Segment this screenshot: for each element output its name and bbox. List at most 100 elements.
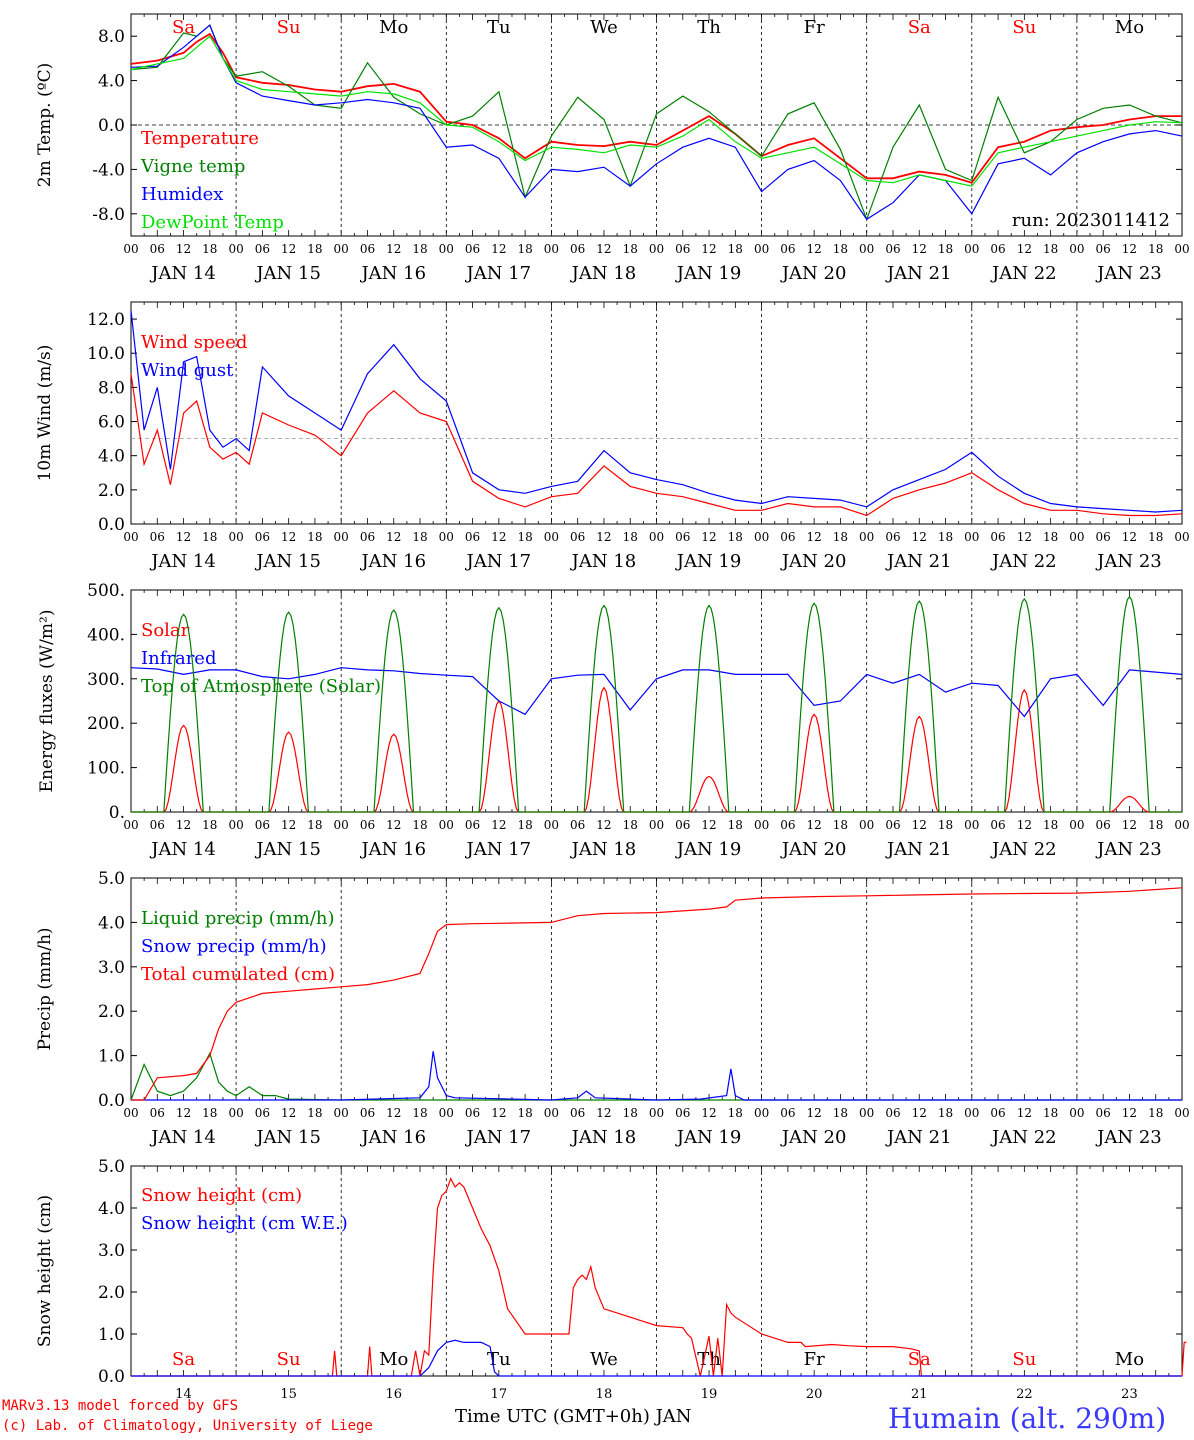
bottom-day-label: 14 bbox=[175, 1387, 192, 1402]
y-axis-title: Energy fluxes (W/m²) bbox=[37, 610, 57, 793]
day-label: JAN 15 bbox=[254, 263, 321, 284]
hour-tick-label: 06 bbox=[570, 1106, 585, 1120]
hour-tick-label: 00 bbox=[1174, 818, 1189, 832]
hour-tick-label: 12 bbox=[807, 242, 822, 256]
day-label: JAN 17 bbox=[465, 551, 532, 572]
hour-tick-label: 00 bbox=[1174, 530, 1189, 544]
day-label: JAN 21 bbox=[885, 551, 952, 572]
hour-tick-label: 06 bbox=[255, 242, 270, 256]
hour-tick-label: 00 bbox=[439, 1106, 454, 1120]
hour-tick-label: 00 bbox=[123, 1106, 138, 1120]
day-label: JAN 23 bbox=[1095, 263, 1162, 284]
bottom-day-label: 21 bbox=[911, 1387, 928, 1402]
hour-tick-label: 18 bbox=[517, 818, 532, 832]
hour-tick-label: 12 bbox=[281, 530, 296, 544]
day-label: JAN 14 bbox=[149, 551, 216, 572]
y-tick-label: 400. bbox=[87, 625, 125, 645]
hour-tick-label: 18 bbox=[1148, 818, 1163, 832]
hour-tick-label: 00 bbox=[123, 818, 138, 832]
y-tick-label: -8.0 bbox=[92, 205, 125, 225]
day-label: JAN 20 bbox=[780, 263, 847, 284]
weekday-label: We bbox=[590, 17, 618, 38]
hour-tick-label: 06 bbox=[1096, 530, 1111, 544]
day-label: JAN 23 bbox=[1095, 551, 1162, 572]
y-tick-label: 2.0 bbox=[98, 1002, 125, 1022]
series-line bbox=[131, 1051, 1182, 1101]
weekday-label: Su bbox=[277, 1349, 301, 1370]
y-tick-label: 2.0 bbox=[98, 481, 125, 501]
hour-tick-label: 18 bbox=[833, 242, 848, 256]
legend-entry: Infrared bbox=[141, 648, 216, 669]
copyright-text: (c) Lab. of Climatology, University of L… bbox=[2, 1418, 373, 1434]
hour-tick-label: 06 bbox=[990, 242, 1005, 256]
hour-tick-label: 18 bbox=[1148, 242, 1163, 256]
hour-tick-label: 18 bbox=[412, 530, 427, 544]
hour-tick-label: 00 bbox=[228, 818, 243, 832]
legend-entry: Top of Atmosphere (Solar) bbox=[141, 676, 381, 697]
weekday-label: Tu bbox=[487, 17, 511, 38]
hour-tick-label: 00 bbox=[334, 818, 349, 832]
y-tick-label: 8.0 bbox=[98, 27, 125, 47]
hour-tick-label: 06 bbox=[885, 530, 900, 544]
hour-tick-label: 18 bbox=[728, 818, 743, 832]
weekday-label: Mo bbox=[379, 17, 408, 38]
day-label: JAN 14 bbox=[149, 839, 216, 860]
y-tick-label: -4.0 bbox=[92, 160, 125, 180]
hour-tick-label: 12 bbox=[491, 1106, 506, 1120]
hour-tick-label: 12 bbox=[701, 530, 716, 544]
bottom-day-label: 23 bbox=[1121, 1387, 1138, 1402]
hour-tick-label: 12 bbox=[596, 818, 611, 832]
hour-tick-label: 18 bbox=[202, 818, 217, 832]
hour-tick-label: 06 bbox=[1096, 242, 1111, 256]
hour-tick-label: 06 bbox=[885, 242, 900, 256]
hour-tick-label: 06 bbox=[885, 818, 900, 832]
hour-tick-label: 12 bbox=[1122, 530, 1137, 544]
hour-tick-label: 00 bbox=[544, 242, 559, 256]
hour-tick-label: 00 bbox=[1174, 1106, 1189, 1120]
y-tick-label: 3.0 bbox=[98, 1241, 125, 1261]
y-tick-label: 4.0 bbox=[98, 72, 125, 92]
y-tick-label: 3.0 bbox=[98, 958, 125, 978]
day-label: JAN 22 bbox=[990, 551, 1057, 572]
day-label: JAN 22 bbox=[990, 839, 1057, 860]
y-tick-label: 5.0 bbox=[98, 1157, 125, 1177]
hour-tick-label: 18 bbox=[517, 530, 532, 544]
day-label: JAN 18 bbox=[570, 263, 637, 284]
hour-tick-label: 00 bbox=[1174, 242, 1189, 256]
hour-tick-label: 12 bbox=[1017, 242, 1032, 256]
y-tick-label: 8.0 bbox=[98, 378, 125, 398]
hour-tick-label: 00 bbox=[754, 530, 769, 544]
hour-tick-label: 18 bbox=[202, 530, 217, 544]
hour-tick-label: 12 bbox=[176, 530, 191, 544]
hour-tick-label: 18 bbox=[517, 1106, 532, 1120]
hour-tick-label: 06 bbox=[675, 1106, 690, 1120]
weekday-label: Su bbox=[1012, 17, 1036, 38]
y-axis-title: 10m Wind (m/s) bbox=[35, 345, 55, 482]
y-tick-label: 200. bbox=[87, 714, 125, 734]
hour-tick-label: 06 bbox=[1096, 818, 1111, 832]
hour-tick-label: 18 bbox=[728, 1106, 743, 1120]
hour-tick-label: 18 bbox=[728, 530, 743, 544]
y-tick-label: 100. bbox=[87, 759, 125, 779]
hour-tick-label: 06 bbox=[675, 818, 690, 832]
hour-tick-label: 12 bbox=[701, 242, 716, 256]
model-credit-text: MARv3.13 model forced by GFS bbox=[2, 1398, 239, 1414]
hour-tick-label: 00 bbox=[544, 530, 559, 544]
hour-tick-label: 18 bbox=[307, 530, 322, 544]
hour-tick-label: 12 bbox=[1122, 1106, 1137, 1120]
legend-entry: Total cumulated (cm) bbox=[141, 964, 335, 985]
hour-tick-label: 12 bbox=[1017, 1106, 1032, 1120]
hour-tick-label: 12 bbox=[807, 530, 822, 544]
hour-tick-label: 12 bbox=[176, 818, 191, 832]
y-tick-label: 1.0 bbox=[98, 1047, 125, 1067]
day-label: JAN 21 bbox=[885, 1127, 952, 1148]
hour-tick-label: 00 bbox=[228, 530, 243, 544]
hour-tick-label: 06 bbox=[465, 818, 480, 832]
hour-tick-label: 12 bbox=[386, 530, 401, 544]
hour-tick-label: 00 bbox=[754, 1106, 769, 1120]
hour-tick-label: 00 bbox=[334, 242, 349, 256]
weekday-label: Fr bbox=[804, 17, 825, 38]
weekday-label: Th bbox=[697, 1349, 721, 1370]
hour-tick-label: 00 bbox=[1069, 818, 1084, 832]
hour-tick-label: 00 bbox=[964, 1106, 979, 1120]
